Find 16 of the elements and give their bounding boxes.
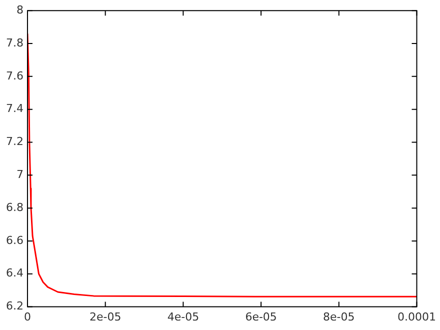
y-tick-label: 7.2 <box>6 135 24 148</box>
y-tick-label: 7 <box>16 168 24 182</box>
y-tick-label: 6.2 <box>6 300 24 313</box>
y-tick-label: 8 <box>16 3 24 16</box>
x-tick-label: 8e-05 <box>323 310 355 324</box>
x-tick-label: 2e-05 <box>89 310 122 324</box>
y-tick-label: 6.6 <box>6 234 24 247</box>
x-tick-label: 0.0001 <box>398 310 436 324</box>
y-tick-label: 6.8 <box>6 200 24 214</box>
x-tick-label: 0 <box>24 310 31 324</box>
y-tick-label: 6.4 <box>6 266 24 280</box>
y-tick-label: 7.8 <box>6 36 24 50</box>
y-tick-label: 7.6 <box>6 69 24 82</box>
y-tick-label: 7.4 <box>6 102 24 116</box>
x-tick-label: 6e-05 <box>245 310 277 324</box>
x-tick-label: 4e-05 <box>167 310 200 324</box>
